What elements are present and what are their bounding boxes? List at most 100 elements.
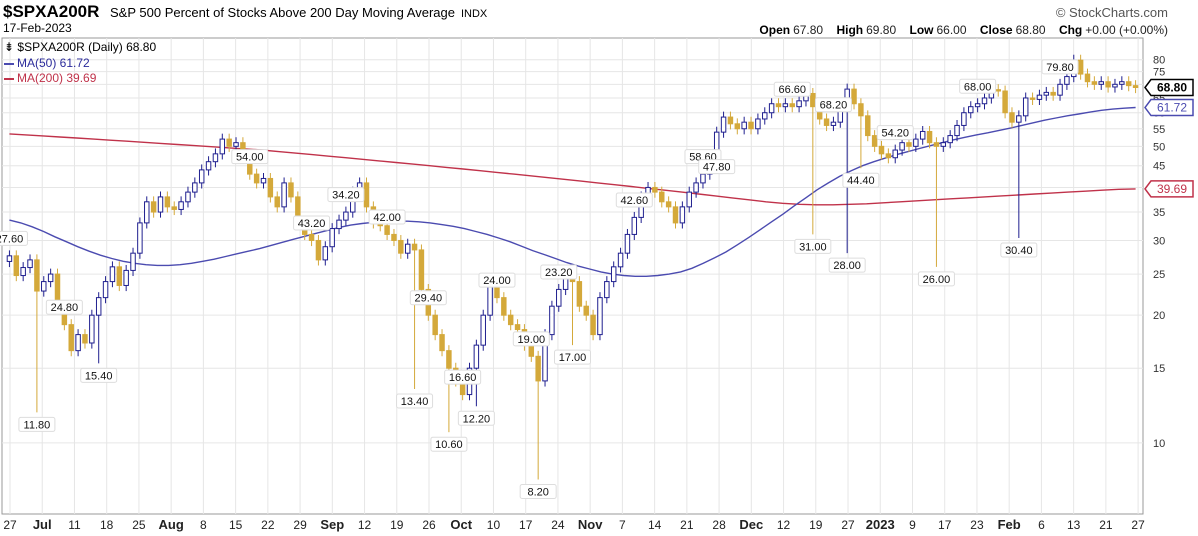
annotation-box — [1041, 59, 1079, 75]
candle-body — [439, 334, 445, 352]
y-tick-label: 20 — [1153, 310, 1165, 322]
annotation-box — [396, 393, 434, 409]
candle-body — [1132, 85, 1139, 89]
candle-body — [219, 138, 226, 155]
candle-body — [549, 305, 555, 336]
candle-body — [954, 124, 960, 137]
candle-body — [178, 201, 184, 210]
candle-body — [940, 142, 947, 147]
annotation-box — [698, 159, 736, 175]
annotation-label: 54.20 — [881, 128, 909, 140]
candle-body — [885, 153, 892, 159]
annotation-label: 79.80 — [1046, 62, 1074, 74]
legend-ma200-text: MA(200) 39.69 — [17, 71, 97, 85]
annotation-label: 34.20 — [332, 190, 360, 202]
value-annotation: 11.80 — [18, 416, 56, 432]
value-annotation: 10.60 — [430, 436, 468, 452]
value-annotation: 19.00 — [512, 331, 550, 347]
candle-body — [933, 142, 940, 147]
x-tick-label: 11 — [68, 518, 81, 532]
annotation-box — [293, 215, 331, 231]
candle-body — [480, 314, 486, 346]
annotation-label: 11.80 — [24, 419, 51, 431]
annotation-box — [842, 172, 880, 188]
candle-body — [27, 259, 33, 269]
candle-body — [501, 297, 507, 316]
annotation-box — [773, 81, 811, 97]
candle-body — [1016, 115, 1022, 123]
annotation-box — [512, 331, 550, 347]
x-tick-label: 28 — [712, 518, 726, 532]
candle-body — [123, 269, 129, 286]
candle-body — [755, 118, 761, 130]
annotation-box — [615, 192, 653, 208]
candle-body — [672, 206, 679, 224]
ma200-swatch-icon — [4, 77, 14, 80]
annotation-label: 12.20 — [463, 413, 491, 425]
x-tick-label: 7 — [619, 518, 626, 532]
candle-body — [734, 123, 741, 130]
x-tick-label: Aug — [159, 517, 184, 532]
candle-body — [679, 206, 686, 224]
candle-body — [659, 191, 665, 203]
candle-body — [1105, 81, 1111, 88]
x-tick-label: 17 — [938, 518, 952, 532]
candle-body — [446, 350, 452, 369]
x-tick-label: Dec — [739, 517, 763, 532]
x-tick-label: 17 — [519, 518, 533, 532]
candle-body — [665, 201, 672, 208]
x-tick-label: 23 — [970, 518, 984, 532]
close-label: Close — [979, 23, 1013, 37]
value-annotation: 42.00 — [368, 209, 406, 225]
brand-logo[interactable]: © StockCharts.com — [1055, 5, 1168, 20]
annotation-label: 15.40 — [85, 370, 113, 382]
x-tick-label: 6 — [1038, 518, 1045, 532]
candle-body — [768, 103, 775, 114]
annotation-label: 66.60 — [778, 84, 806, 96]
annotation-label: 26.00 — [923, 274, 951, 286]
candle-body — [583, 305, 589, 316]
x-tick-label: 27 — [841, 518, 855, 532]
candle-body — [1098, 81, 1104, 85]
candle-body — [597, 297, 603, 336]
x-tick-label: 19 — [809, 518, 823, 532]
annotation-label: 16.60 — [449, 372, 477, 384]
x-tick-label: 12 — [358, 518, 372, 532]
candle-body — [384, 225, 390, 235]
x-tick-label: Sep — [320, 517, 344, 532]
x-tick-label: 24 — [551, 518, 565, 532]
close-value: 68.80 — [1015, 23, 1046, 37]
x-tick-label: 15 — [229, 518, 243, 532]
candle-body — [865, 115, 871, 137]
candle-body — [878, 145, 885, 155]
candle-body — [144, 201, 150, 224]
value-annotation: 17.00 — [554, 349, 591, 365]
annotation-box — [917, 271, 955, 287]
value-annotation: 54.00 — [231, 149, 269, 165]
candle-body — [164, 196, 171, 208]
candle-body — [212, 153, 219, 163]
candle-body — [391, 233, 397, 241]
value-annotation: 79.80 — [1041, 59, 1079, 75]
candle-body — [624, 233, 631, 254]
axis-tag-box — [1144, 180, 1194, 198]
candle-body — [693, 182, 699, 193]
candle-body — [267, 177, 274, 198]
candlestick-icon: ⇟ — [4, 40, 18, 54]
candle-body — [981, 97, 988, 105]
candle-body — [47, 273, 54, 283]
annotation-box — [231, 149, 269, 165]
annotation-box — [1000, 242, 1038, 258]
exchange-label: INDX — [460, 8, 488, 20]
candle-body — [1077, 59, 1084, 75]
candle-body — [226, 138, 232, 147]
candle-body — [102, 281, 109, 299]
candle-body — [109, 266, 116, 283]
candle-body — [762, 112, 768, 120]
x-tick-label: 29 — [293, 518, 307, 532]
annotation-box — [959, 78, 997, 94]
candle-body — [913, 138, 919, 147]
annotation-label: 24.80 — [51, 302, 79, 314]
candle-body — [604, 281, 610, 299]
